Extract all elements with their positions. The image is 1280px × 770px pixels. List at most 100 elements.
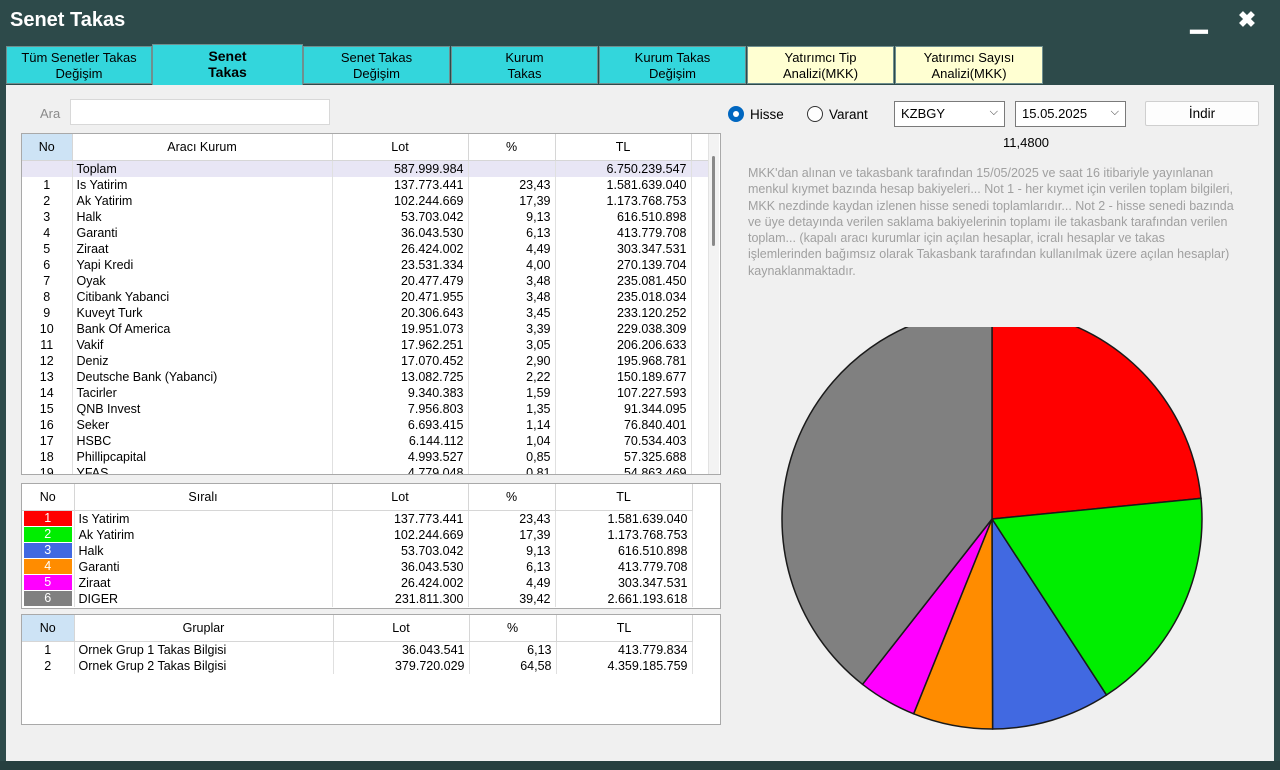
broker-row[interactable]: 15 QNB Invest 7.956.803 1,35 91.344.095 <box>22 400 709 417</box>
groups-header-lot[interactable]: Lot <box>333 615 470 642</box>
tab-bar: Tüm Senetler Takas Değişim Senet Takas S… <box>0 42 1280 86</box>
groups-header-name[interactable]: Gruplar <box>74 615 334 642</box>
broker-row[interactable]: 10 Bank Of America 19.951.073 3,39 229.038.3… <box>22 320 709 337</box>
group-row[interactable]: 1 Ornek Grup 1 Takas Bilgisi 36.043.541 6,1… <box>22 641 693 658</box>
col-header-pct[interactable]: % <box>468 134 556 161</box>
broker-cell-lot: 6.693.415 <box>332 416 469 433</box>
pie-slice-ak-yatirim <box>990 497 1203 697</box>
tab-senet-takas-degisim[interactable]: Senet Takas Değişim <box>303 46 450 84</box>
sorted-row[interactable]: 1 Is Yatirim 137.773.441 23,43 1.581.639.040 <box>22 510 693 527</box>
sorted-row[interactable]: 2 Ak Yatirim 102.244.669 17,39 1.173.768.753 <box>22 526 693 543</box>
sorted-cell-pct: 17,39 <box>468 526 556 543</box>
sorted-row[interactable]: 5 Ziraat 26.424.002 4,49 303.347.531 <box>22 574 693 591</box>
groups-header-pct[interactable]: % <box>469 615 557 642</box>
sorted-cell-lot: 26.424.002 <box>332 574 469 591</box>
date-value: 15.05.2025 <box>1022 106 1088 121</box>
tab-senet-takas[interactable]: Senet Takas <box>152 44 303 86</box>
broker-row[interactable]: 6 Yapi Kredi 23.531.334 4,00 270.139.704 <box>22 256 709 273</box>
broker-cell-pct: 1,14 <box>468 416 556 433</box>
tab-yatirimci-tip-analizi[interactable]: Yatırımcı Tip Analizi(MKK) <box>747 46 894 84</box>
col-header-tl[interactable]: TL <box>555 134 692 161</box>
sorted-row[interactable]: 4 Garanti 36.043.530 6,13 413.779.708 <box>22 558 693 575</box>
tab-kurum-takas-degisim[interactable]: Kurum Takas Değişim <box>599 46 746 84</box>
broker-row[interactable]: 19 YFAS 4.779.048 0,81 54.863.469 <box>22 464 709 474</box>
group-row[interactable]: 2 Ornek Grup 2 Takas Bilgisi 379.720.029 64… <box>22 657 693 674</box>
radio-varant-dot[interactable] <box>807 106 823 123</box>
broker-cell-tl: 54.863.469 <box>555 464 692 474</box>
broker-row[interactable]: 12 Deniz 17.070.452 2,90 195.968.781 <box>22 352 709 369</box>
broker-cell-name: Is Yatirim <box>72 176 333 193</box>
sorted-header-lot[interactable]: Lot <box>332 484 469 511</box>
group-cell-tl: 413.779.834 <box>556 641 693 658</box>
broker-cell-pct: 3,05 <box>468 336 556 353</box>
broker-cell-no: 2 <box>22 192 73 209</box>
broker-cell-no: 19 <box>22 464 73 474</box>
broker-cell-no: 7 <box>22 272 73 289</box>
sorted-header-tl[interactable]: TL <box>555 484 693 511</box>
group-cell-lot: 379.720.029 <box>333 657 470 674</box>
col-header-lot[interactable]: Lot <box>332 134 469 161</box>
broker-row[interactable]: 18 Phillipcapital 4.993.527 0,85 57.325.688 <box>22 448 709 465</box>
minimize-icon[interactable]: ▁ <box>1190 8 1208 33</box>
radio-varant[interactable]: Varant <box>807 106 868 123</box>
close-icon[interactable]: ✖ <box>1237 7 1257 32</box>
broker-cell-no: 5 <box>22 240 73 257</box>
col-header-araci-kurum[interactable]: Aracı Kurum <box>72 134 333 161</box>
radio-hisse[interactable]: Hisse <box>728 106 784 123</box>
groups-header-tl[interactable]: TL <box>556 615 693 642</box>
scroll-thumb[interactable] <box>712 156 715 246</box>
broker-row[interactable]: 4 Garanti 36.043.530 6,13 413.779.708 <box>22 224 709 241</box>
broker-cell-tl: 235.018.034 <box>555 288 692 305</box>
sorted-header-pct[interactable]: % <box>468 484 556 511</box>
sorted-cell-tl: 413.779.708 <box>555 558 693 575</box>
col-header-no[interactable]: No <box>22 134 73 161</box>
sorted-cell-pct: 9,13 <box>468 542 556 559</box>
tab-yatirimci-sayisi-analizi[interactable]: Yatırımcı Sayısı Analizi(MKK) <box>895 46 1043 84</box>
broker-cell-tl: 107.227.593 <box>555 384 692 401</box>
broker-row[interactable]: 3 Halk 53.703.042 9,13 616.510.898 <box>22 208 709 225</box>
broker-row[interactable]: 7 Oyak 20.477.479 3,48 235.081.450 <box>22 272 709 289</box>
broker-row[interactable]: 1 Is Yatirim 137.773.441 23,43 1.581.639.040 <box>22 176 709 193</box>
broker-cell-name: Seker <box>72 416 333 433</box>
sorted-cell-pct: 23,43 <box>468 510 556 527</box>
sorted-header-name[interactable]: Sıralı <box>74 484 333 511</box>
broker-cell-tl: 235.081.450 <box>555 272 692 289</box>
date-select[interactable]: 15.05.2025 ⌵ <box>1015 101 1126 127</box>
sorted-row[interactable]: 6 DIGER 231.811.300 39,42 2.661.193.618 <box>22 590 693 607</box>
main-panel: Ara No Aracı Kurum Lot % TL Toplam 5 87 <box>6 85 1274 761</box>
table-scrollbar[interactable] <box>708 134 719 474</box>
tab-tum-senetler-takas-degisim[interactable]: Tüm Senetler Takas Değişim <box>6 46 152 84</box>
broker-row[interactable]: 16 Seker 6.693.415 1,14 76.840.401 <box>22 416 709 433</box>
broker-cell-pct: 4,00 <box>468 256 556 273</box>
group-cell-pct: 64,58 <box>469 657 557 674</box>
broker-cell-lot: 26.424.002 <box>332 240 469 257</box>
group-cell-tl: 4.359.185.759 <box>556 657 693 674</box>
broker-cell-name: Ak Yatirim <box>72 192 333 209</box>
radio-hisse-dot[interactable] <box>728 106 744 123</box>
sorted-cell-pct: 4,49 <box>468 574 556 591</box>
broker-row[interactable]: 9 Kuveyt Turk 20.306.643 3,45 233.120.252 <box>22 304 709 321</box>
broker-row[interactable]: 5 Ziraat 26.424.002 4,49 303.347.531 <box>22 240 709 257</box>
group-cell-lot: 36.043.541 <box>333 641 470 658</box>
broker-row[interactable]: 14 Tacirler 9.340.383 1,59 107.227.593 <box>22 384 709 401</box>
search-input[interactable] <box>70 99 330 125</box>
broker-row[interactable]: 17 HSBC 6.144.112 1,04 70.534.403 <box>22 432 709 449</box>
total-row[interactable]: Toplam 587.999.984 6.750.239.547 <box>22 160 709 177</box>
broker-cell-lot: 36.043.530 <box>332 224 469 241</box>
broker-cell-lot: 53.703.042 <box>332 208 469 225</box>
symbol-select[interactable]: KZBGY ⌵ <box>894 101 1005 127</box>
broker-row[interactable]: 8 Citibank Yabanci 20.471.955 3,48 235.018.0… <box>22 288 709 305</box>
pie-slice-is-yatirim <box>991 327 1202 520</box>
broker-row[interactable]: 11 Vakif 17.962.251 3,05 206.206.633 <box>22 336 709 353</box>
sorted-header-no[interactable]: No <box>22 484 75 511</box>
broker-row[interactable]: 2 Ak Yatirim 102.244.669 17,39 1.173.768.753 <box>22 192 709 209</box>
groups-header-no[interactable]: No <box>22 615 75 642</box>
broker-cell-no: 9 <box>22 304 73 321</box>
tab-kurum-takas[interactable]: Kurum Takas <box>451 46 598 84</box>
broker-cell-no: 10 <box>22 320 73 337</box>
broker-cell-no: 4 <box>22 224 73 241</box>
pie-chart <box>781 327 1203 730</box>
sorted-row[interactable]: 3 Halk 53.703.042 9,13 616.510.898 <box>22 542 693 559</box>
broker-row[interactable]: 13 Deutsche Bank (Yabanci) 13.082.725 2,22 1… <box>22 368 709 385</box>
download-button[interactable]: İndir <box>1145 101 1259 126</box>
